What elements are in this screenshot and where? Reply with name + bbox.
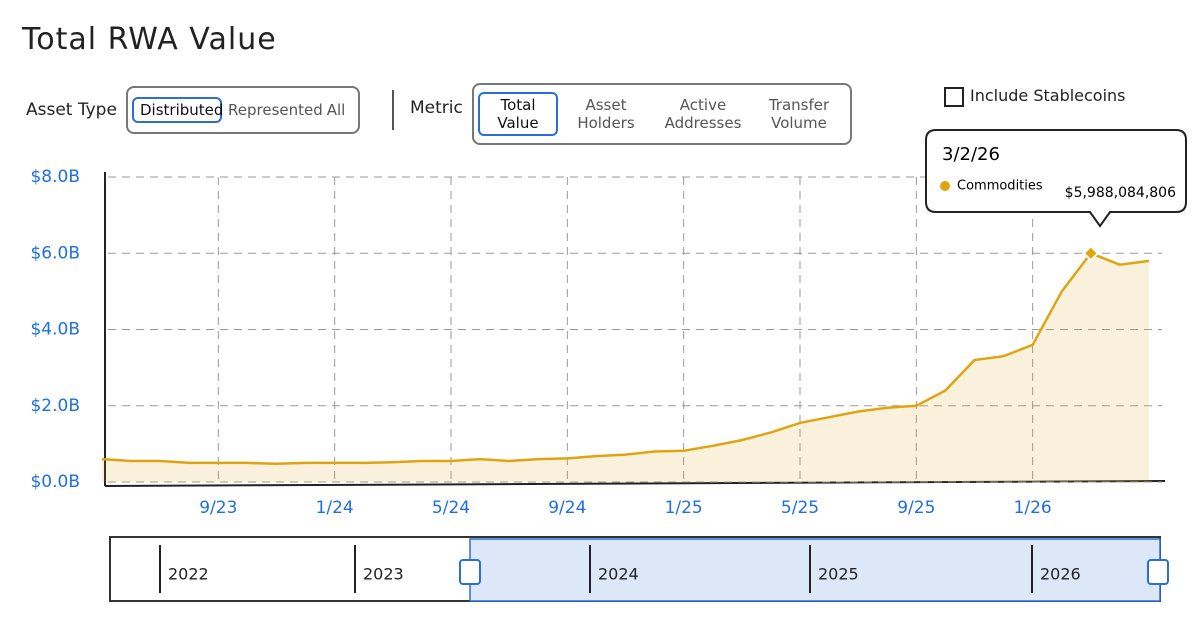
tooltip-series: Commodities — [957, 179, 1043, 194]
checkbox[interactable] — [944, 87, 964, 107]
x-tick-label: 1/25 — [665, 498, 703, 518]
y-tick-label: $4.0B — [30, 320, 80, 340]
option[interactable]: Total Value — [478, 92, 558, 136]
x-tick-label: 9/25 — [897, 498, 935, 518]
option[interactable]: Active Addresses — [664, 96, 742, 132]
area — [102, 253, 1149, 482]
title: Total RWA Value — [22, 22, 277, 57]
year-label: 2026 — [1040, 565, 1081, 584]
x-tick-label: 5/25 — [781, 498, 819, 518]
x-tick-label: 9/24 — [548, 498, 586, 518]
tooltip-value: $5,988,084,806 — [1065, 185, 1176, 201]
asset-type-group: Distributed Represented All — [126, 86, 360, 134]
asset-type-label: Asset Type — [26, 100, 117, 120]
year-label: 2025 — [818, 565, 859, 584]
x-tick-label: 1/24 — [316, 498, 354, 518]
metric-group: Total Value Asset Holders Active Addresses… — [472, 83, 852, 145]
navigator-handle[interactable] — [1147, 559, 1169, 585]
x-tick-label: 5/24 — [432, 498, 470, 518]
divider — [392, 90, 394, 130]
option[interactable]: All — [326, 101, 346, 119]
x-axis — [104, 480, 1166, 487]
y-tick-label: $0.0B — [30, 472, 80, 492]
y-tick-label: $8.0B — [30, 167, 80, 187]
navigator-selection[interactable] — [469, 538, 1161, 602]
tooltip-swatch — [940, 181, 950, 191]
year-label: 2024 — [598, 565, 639, 584]
y-tick-label: $6.0B — [30, 243, 80, 263]
checkbox-label[interactable]: Include Stablecoins — [970, 86, 1126, 105]
y-tick-label: $2.0B — [30, 396, 80, 416]
line — [101, 251, 1150, 465]
option[interactable]: Distributed — [132, 97, 223, 123]
x-tick-label: 9/23 — [199, 498, 237, 518]
navigator-handle[interactable] — [459, 559, 481, 585]
year-label: 2023 — [363, 565, 404, 584]
option[interactable]: Represented — [228, 101, 323, 119]
metric-label: Metric — [410, 98, 463, 118]
option[interactable]: Asset Holders — [577, 96, 635, 132]
tooltip-date: 3/2/26 — [942, 144, 1000, 165]
tooltip-box — [925, 129, 1187, 228]
x-tick-label: 1/26 — [1014, 498, 1052, 518]
option[interactable]: Transfer Volume — [768, 96, 830, 132]
highlight-point — [1082, 244, 1100, 262]
year-label: 2022 — [168, 565, 209, 584]
